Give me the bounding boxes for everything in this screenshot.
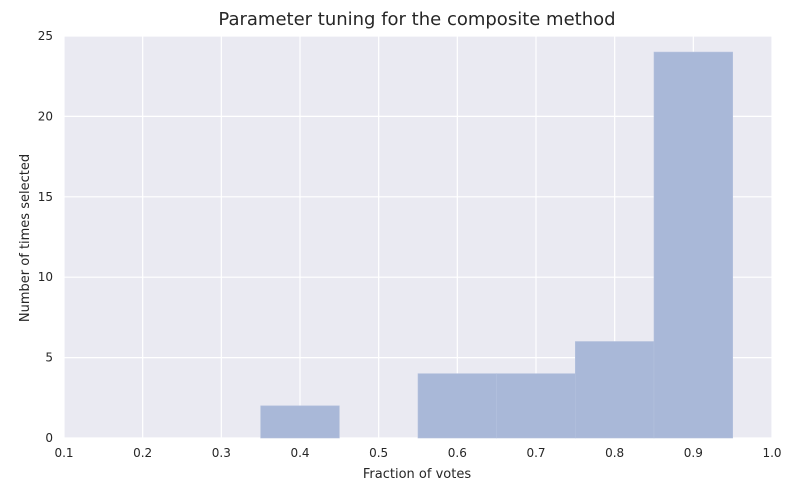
histogram-bar bbox=[496, 373, 576, 439]
x-tick-label: 0.1 bbox=[54, 446, 73, 460]
x-tick-label: 0.2 bbox=[133, 446, 152, 460]
histogram-bar bbox=[575, 341, 655, 439]
y-tick-label: 20 bbox=[38, 109, 53, 123]
x-axis-label: Fraction of votes bbox=[363, 467, 471, 482]
chart-title: Parameter tuning for the composite metho… bbox=[218, 9, 615, 30]
histogram-bar bbox=[417, 373, 497, 439]
x-tick-label: 0.9 bbox=[684, 446, 703, 460]
x-tick-label: 0.3 bbox=[212, 446, 231, 460]
y-tick-label: 25 bbox=[38, 29, 53, 43]
x-tick-label: 0.8 bbox=[605, 446, 624, 460]
bars bbox=[260, 51, 733, 439]
x-tick-label: 0.6 bbox=[448, 446, 467, 460]
x-tick-labels: 0.1 0.2 0.3 0.4 0.5 0.6 0.7 0.8 0.9 1.0 bbox=[54, 446, 781, 460]
x-tick-label: 0.7 bbox=[526, 446, 545, 460]
y-tick-label: 0 bbox=[45, 431, 53, 445]
x-tick-label: 0.5 bbox=[369, 446, 388, 460]
y-tick-label: 10 bbox=[38, 270, 53, 284]
y-axis-label: Number of times selected bbox=[18, 154, 33, 322]
y-tick-label: 15 bbox=[38, 190, 53, 204]
histogram-bar bbox=[260, 405, 340, 439]
y-tick-label: 5 bbox=[45, 351, 53, 365]
y-tick-labels: 0 5 10 15 20 25 bbox=[38, 29, 53, 445]
x-tick-label: 0.4 bbox=[290, 446, 309, 460]
x-tick-label: 1.0 bbox=[762, 446, 781, 460]
histogram-bar bbox=[653, 51, 733, 439]
